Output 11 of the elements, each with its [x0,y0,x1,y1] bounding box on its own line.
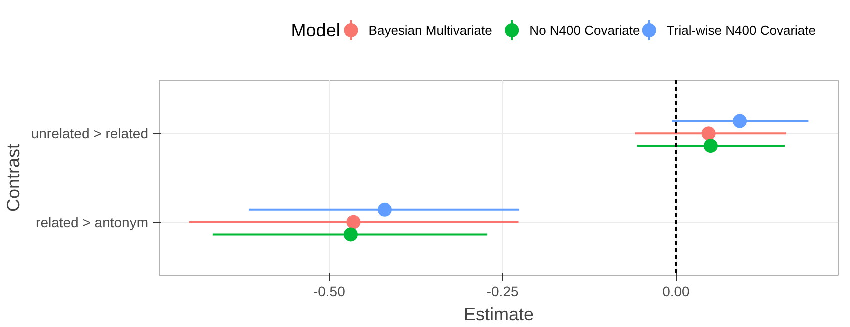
legend-title: Model [291,20,340,40]
x-tick-label: -0.25 [486,284,519,300]
x-tick-label: 0.00 [662,284,690,300]
x-tick-label: -0.50 [313,284,346,300]
y-tick-label: unrelated > related [31,126,148,142]
legend-label: No N400 Covariate [530,23,640,38]
x-axis-title: Estimate [464,304,534,324]
y-tick-label: related > antonym [36,214,149,230]
legend-label: Trial-wise N400 Covariate [666,23,816,38]
legend-label: Bayesian Multivariate [368,23,492,38]
y-axis-title: Contrast [3,144,24,212]
